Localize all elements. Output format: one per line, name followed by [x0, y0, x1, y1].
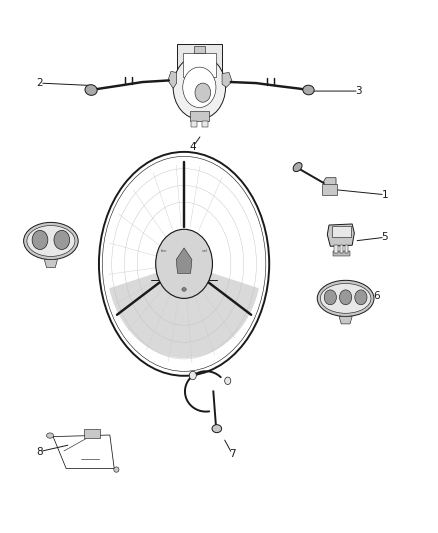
- Polygon shape: [323, 177, 336, 188]
- Bar: [191, 122, 197, 127]
- Polygon shape: [327, 224, 354, 246]
- Bar: [345, 245, 348, 253]
- Polygon shape: [176, 248, 192, 273]
- Ellipse shape: [27, 225, 75, 256]
- Ellipse shape: [85, 85, 97, 95]
- Bar: [339, 245, 343, 253]
- Text: 5: 5: [381, 232, 388, 243]
- Bar: [190, 111, 209, 122]
- Circle shape: [183, 67, 216, 108]
- Circle shape: [339, 290, 352, 305]
- Ellipse shape: [303, 85, 314, 95]
- Circle shape: [195, 83, 211, 102]
- Bar: [332, 251, 350, 256]
- Polygon shape: [222, 72, 232, 87]
- Ellipse shape: [46, 433, 53, 438]
- Bar: [177, 44, 222, 86]
- Bar: [321, 184, 337, 195]
- Circle shape: [189, 371, 196, 379]
- Ellipse shape: [24, 222, 78, 260]
- Bar: [183, 53, 216, 77]
- Bar: [332, 226, 351, 237]
- Bar: [201, 122, 208, 127]
- Polygon shape: [44, 260, 57, 268]
- Text: 7: 7: [229, 449, 235, 458]
- Bar: [84, 429, 100, 438]
- Text: 6: 6: [41, 227, 48, 237]
- Text: foe: foe: [161, 248, 168, 253]
- Circle shape: [155, 229, 212, 298]
- Bar: [194, 46, 205, 53]
- Polygon shape: [339, 317, 352, 324]
- Text: 1: 1: [381, 190, 388, 200]
- Polygon shape: [168, 71, 177, 88]
- Circle shape: [173, 55, 226, 119]
- Ellipse shape: [114, 467, 119, 472]
- Ellipse shape: [320, 284, 371, 313]
- Ellipse shape: [99, 152, 269, 376]
- Ellipse shape: [317, 280, 374, 317]
- Wedge shape: [109, 273, 184, 358]
- Bar: [334, 245, 338, 253]
- Text: 4: 4: [190, 142, 196, 152]
- Wedge shape: [184, 273, 259, 358]
- Ellipse shape: [293, 163, 302, 172]
- Circle shape: [32, 230, 48, 249]
- Text: 8: 8: [37, 447, 43, 456]
- Circle shape: [225, 377, 231, 384]
- Text: 3: 3: [355, 86, 362, 96]
- Circle shape: [324, 290, 336, 305]
- Text: vel: vel: [202, 248, 208, 253]
- Ellipse shape: [182, 287, 186, 291]
- Text: 6: 6: [373, 290, 379, 301]
- Circle shape: [54, 230, 70, 249]
- Circle shape: [355, 290, 367, 305]
- Ellipse shape: [212, 425, 222, 433]
- Text: 2: 2: [37, 78, 43, 88]
